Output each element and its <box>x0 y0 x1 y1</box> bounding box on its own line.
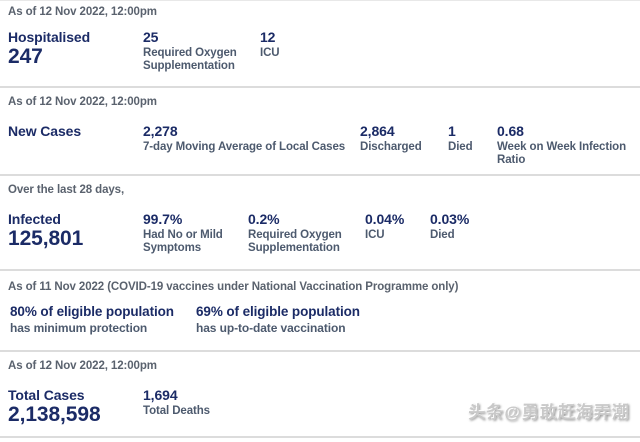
stat-label: ICU <box>260 47 280 59</box>
section-new-cases: As of 12 Nov 2022, 12:00pm New Cases 2,2… <box>0 88 640 176</box>
section-timestamp: As of 12 Nov 2022, 12:00pm <box>8 96 157 108</box>
stat-mild-symptoms: 99.7% Had No or Mild Symptoms <box>143 212 243 255</box>
stat-label: Required Oxygen Supplementation <box>143 47 237 72</box>
stat-label: has minimum protection <box>10 321 148 335</box>
stat-label: Discharged <box>360 141 422 153</box>
section-timestamp: As of 11 Nov 2022 (COVID-19 vaccines und… <box>8 281 459 293</box>
section-timestamp: As of 12 Nov 2022, 12:00pm <box>8 6 157 18</box>
stat-label: Required Oxygen Supplementation <box>248 229 342 254</box>
primary-stat-total-cases: Total Cases 2,138,598 <box>8 388 101 426</box>
section-timestamp: Over the last 28 days, <box>8 184 125 196</box>
stat-label: Died <box>448 141 473 153</box>
stat-value: 12 <box>260 29 276 45</box>
stat-value: 0.04% <box>365 211 405 227</box>
primary-stat-value: 125,801 <box>8 227 84 250</box>
stat-value: 80% of eligible population <box>10 304 174 319</box>
stat-oxygen-supplementation: 25 Required Oxygen Supplementation <box>143 30 263 73</box>
stat-value: 1,694 <box>143 387 178 403</box>
primary-stat-hospitalised: Hospitalised 247 <box>8 30 90 68</box>
stat-label: Total Deaths <box>143 405 210 417</box>
stat-value: 2,278 <box>143 123 178 139</box>
stat-value: 0.68 <box>497 123 524 139</box>
primary-stat-label: Infected <box>8 211 61 227</box>
stat-value: 99.7% <box>143 211 183 227</box>
stat-value: 25 <box>143 29 159 45</box>
primary-stat-value: 2,138,598 <box>8 403 101 426</box>
primary-stat-infected: Infected 125,801 <box>8 212 83 250</box>
section-timestamp: As of 12 Nov 2022, 12:00pm <box>8 360 157 372</box>
stat-oxygen-supplementation: 0.2% Required Oxygen Supplementation <box>248 212 368 255</box>
primary-stat-label: Hospitalised <box>8 29 91 45</box>
toutiao-watermark: 头条@勇敢赶海弄潮 <box>468 403 630 422</box>
stat-label: 7-day Moving Average of Local Cases <box>143 141 346 153</box>
section-vaccination: As of 11 Nov 2022 (COVID-19 vaccines und… <box>0 271 640 352</box>
stat-value: 2,864 <box>360 123 395 139</box>
primary-stat-label: Total Cases <box>8 387 85 403</box>
stat-minimum-protection: 80% of eligible population has minimum p… <box>10 304 174 335</box>
stat-week-on-week-ratio: 0.68 Week on Week Infection Ratio <box>497 124 637 167</box>
stat-value: 0.03% <box>430 211 470 227</box>
stat-icu: 12 ICU <box>260 30 280 60</box>
stat-died: 0.03% Died <box>430 212 469 242</box>
section-total-cases: As of 12 Nov 2022, 12:00pm Total Cases 2… <box>0 352 640 438</box>
stat-label: Had No or Mild Symptoms <box>143 229 223 254</box>
stat-died: 1 Died <box>448 124 473 154</box>
stat-label: Died <box>430 229 455 241</box>
stat-label: Week on Week Infection Ratio <box>497 141 627 166</box>
primary-stat-new-cases: New Cases <box>8 124 81 140</box>
stat-value: 1 <box>448 123 456 139</box>
section-hospitalised: As of 12 Nov 2022, 12:00pm Hospitalised … <box>0 1 640 88</box>
primary-stat-value: 247 <box>8 45 43 68</box>
primary-stat-label: New Cases <box>8 123 82 139</box>
stat-value: 0.2% <box>248 211 280 227</box>
section-infected-28-days: Over the last 28 days, Infected 125,801 … <box>0 176 640 271</box>
stat-icu: 0.04% ICU <box>365 212 404 242</box>
stat-value: 69% of eligible population <box>196 304 360 319</box>
stat-7day-moving-average: 2,278 7-day Moving Average of Local Case… <box>143 124 345 154</box>
stat-up-to-date-vaccination: 69% of eligible population has up-to-dat… <box>196 304 360 335</box>
stat-discharged: 2,864 Discharged <box>360 124 422 154</box>
stat-label: ICU <box>365 229 385 241</box>
stat-total-deaths: 1,694 Total Deaths <box>143 388 210 418</box>
stat-label: has up-to-date vaccination <box>196 321 346 335</box>
